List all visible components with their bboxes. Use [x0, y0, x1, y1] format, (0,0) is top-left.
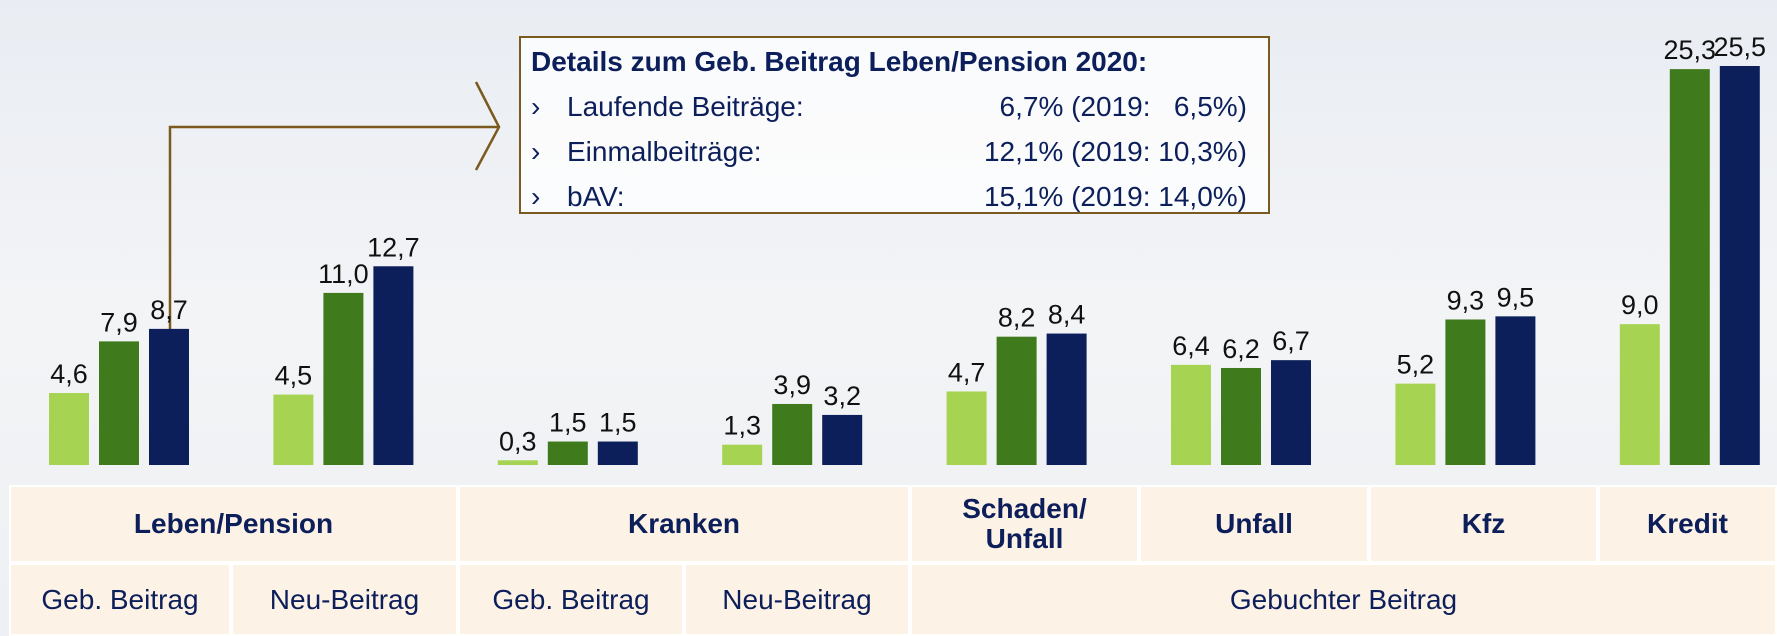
- table-header-cell: Schaden/ Unfall: [910, 485, 1139, 563]
- bullet: ›: [531, 90, 541, 122]
- row-value: 15,1% (2019: 14,0%): [983, 180, 1247, 212]
- data-label: 1,5: [549, 408, 587, 438]
- data-label: 4,7: [948, 357, 986, 387]
- bullet: ›: [531, 180, 541, 212]
- data-label: 6,4: [1172, 331, 1210, 361]
- table-header-cell: Kredit: [1598, 485, 1777, 563]
- data-label: 8,4: [1048, 300, 1086, 330]
- details-row: › Laufende Beiträge: 6,7% (2019: 6,5%): [531, 84, 1258, 129]
- data-label: 4,6: [50, 359, 88, 389]
- table-cell: Geb. Beitrag: [9, 563, 231, 636]
- data-label: 0,3: [499, 426, 537, 456]
- data-label: 9,5: [1497, 282, 1535, 312]
- data-label: 7,9: [100, 307, 138, 337]
- bar: [1221, 367, 1261, 465]
- details-box: Details zum Geb. Beitrag Leben/Pension 2…: [519, 36, 1270, 214]
- row-value: 12,1% (2019: 10,3%): [983, 135, 1247, 167]
- table-cell: Neu-Beitrag: [231, 563, 458, 636]
- details-row: › bAV: 15,1% (2019: 14,0%): [531, 174, 1258, 219]
- row-value: 6,7% (2019: 6,5%): [999, 90, 1247, 122]
- bar: [1171, 364, 1211, 465]
- data-label: 12,7: [367, 232, 420, 262]
- data-label: 3,9: [773, 370, 811, 400]
- row-label: Laufende Beiträge:: [567, 90, 804, 122]
- data-label: 1,3: [723, 411, 761, 441]
- bar: [49, 393, 89, 465]
- bar: [772, 403, 813, 465]
- bar: [1445, 319, 1486, 465]
- bar: [1046, 333, 1087, 465]
- bar: [99, 341, 139, 465]
- bar: [946, 391, 987, 465]
- table-header-cell: Unfall: [1139, 485, 1369, 563]
- connector: [168, 125, 499, 329]
- bar: [996, 336, 1037, 465]
- data-label: 5,2: [1397, 350, 1435, 380]
- table-header-cell: Kfz: [1369, 485, 1598, 563]
- data-label: 8,7: [150, 295, 188, 325]
- table-header-cell: Kranken: [458, 485, 910, 563]
- data-label: 25,5: [1714, 32, 1767, 62]
- data-label: 4,5: [275, 361, 313, 391]
- data-label: 6,7: [1272, 326, 1310, 356]
- bar: [1271, 360, 1311, 465]
- arrow-head: [474, 81, 501, 171]
- table-header-cell: Leben/Pension: [9, 485, 458, 563]
- bar: [722, 444, 763, 465]
- bullet: ›: [531, 135, 541, 167]
- row-label: Einmalbeiträge:: [567, 135, 762, 167]
- bar: [497, 460, 538, 465]
- bar: [273, 394, 314, 465]
- bar: [323, 292, 364, 465]
- details-title: Details zum Geb. Beitrag Leben/Pension 2…: [531, 46, 1148, 77]
- data-label: 6,2: [1222, 334, 1260, 364]
- data-label: 9,3: [1447, 285, 1485, 315]
- bar: [1669, 69, 1710, 466]
- data-label: 11,0: [318, 259, 369, 289]
- table-cell: Neu-Beitrag: [684, 563, 910, 636]
- bar: [1619, 324, 1660, 465]
- table-cell: Gebuchter Beitrag: [910, 563, 1777, 636]
- table-cell: Geb. Beitrag: [458, 563, 684, 636]
- row-label: bAV:: [567, 180, 625, 212]
- bar: [373, 266, 414, 465]
- data-label: 3,2: [823, 381, 861, 411]
- bar: [1719, 66, 1760, 465]
- bar: [547, 441, 588, 465]
- details-row: › Einmalbeiträge: 12,1% (2019: 10,3%): [531, 129, 1258, 174]
- data-label: 1,5: [599, 408, 637, 438]
- bar: [822, 414, 863, 465]
- bar: [597, 441, 638, 465]
- data-label: 9,0: [1621, 290, 1659, 320]
- bar: [1495, 316, 1536, 465]
- bar: [1395, 383, 1436, 465]
- data-label: 8,2: [998, 303, 1036, 333]
- bar: [149, 328, 189, 465]
- data-label: 25,3: [1664, 35, 1717, 65]
